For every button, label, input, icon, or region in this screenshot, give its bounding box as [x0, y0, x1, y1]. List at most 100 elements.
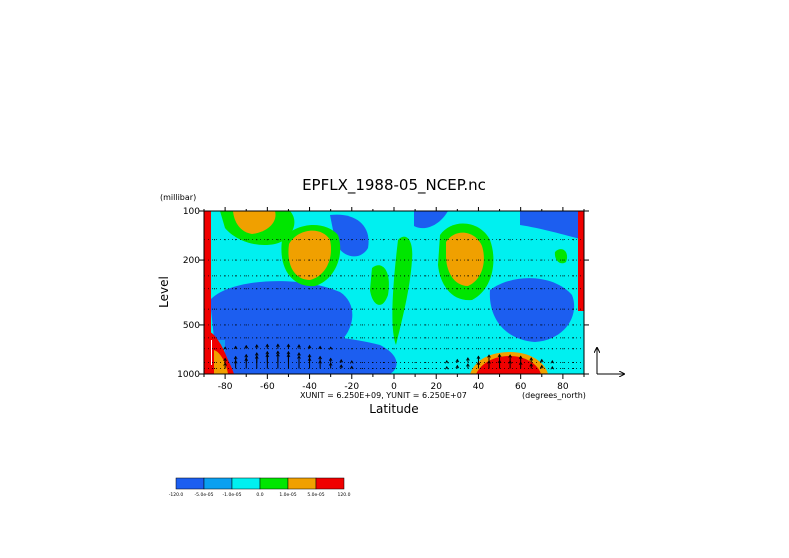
flux-vector-dot	[520, 259, 522, 261]
x-axis-label: Latitude	[369, 402, 418, 416]
y-tick-label: 100	[183, 207, 200, 217]
flux-vector-dot	[456, 337, 458, 339]
flux-vector-dot	[319, 308, 321, 310]
colorbar-swatch	[315, 477, 345, 490]
x-tick-label: 80	[557, 382, 569, 392]
flux-vector-dot	[520, 288, 522, 290]
flux-vector-dot	[551, 324, 553, 326]
flux-vector-dot	[245, 239, 247, 241]
flux-vector-dot	[551, 239, 553, 241]
flux-vector-dot	[414, 324, 416, 326]
flux-vector-dot	[562, 348, 564, 350]
flux-vector-dot	[530, 337, 532, 339]
flux-vector-dot	[572, 367, 574, 369]
flux-vector-dot	[235, 288, 237, 290]
flux-vector-dot	[562, 239, 564, 241]
flux-vector-dot	[467, 288, 469, 290]
flux-vector-dot	[372, 361, 374, 363]
flux-vector-dot	[340, 308, 342, 310]
flux-vector-head	[455, 364, 460, 369]
flux-vector-dot	[372, 275, 374, 277]
x-tick-label: -20	[344, 382, 359, 392]
x-tick-label: 0	[391, 382, 397, 392]
flux-vector-head	[455, 358, 460, 363]
flux-vector-dot	[266, 308, 268, 310]
flux-vector-dot	[330, 288, 332, 290]
flux-vector-dot	[287, 288, 289, 290]
y-tick-label: 1000	[177, 370, 200, 380]
flux-vector-head	[276, 353, 280, 357]
flux-vector-dot	[382, 239, 384, 241]
flux-vector-dot	[562, 288, 564, 290]
flux-vector-dot	[372, 239, 374, 241]
flux-vector-dot	[382, 348, 384, 350]
flux-vector-dot	[404, 324, 406, 326]
flux-vector-dot	[298, 239, 300, 241]
flux-vector-dot	[351, 348, 353, 350]
flux-vector-head	[265, 350, 270, 355]
flux-vector-head	[508, 360, 512, 364]
flux-vector-dot	[393, 308, 395, 310]
flux-vector-dot	[224, 275, 226, 277]
flux-vector-dot	[393, 337, 395, 339]
flux-vector-dot	[224, 259, 226, 261]
flux-vector-dot	[393, 239, 395, 241]
flux-vector-dot	[541, 288, 543, 290]
flux-vector-dot	[235, 324, 237, 326]
flux-vector-dot	[319, 275, 321, 277]
flux-vector-dot	[572, 361, 574, 363]
flux-vector-dot	[530, 239, 532, 241]
flux-vector-dot	[256, 324, 258, 326]
flux-vector-dot	[393, 324, 395, 326]
flux-vector-dot	[446, 348, 448, 350]
flux-vector-dot	[530, 259, 532, 261]
flux-vector-head	[550, 360, 555, 364]
flux-vector-dot	[256, 288, 258, 290]
colorbar-swatch	[231, 477, 261, 490]
flux-vector-dot	[224, 308, 226, 310]
flux-vector-dot	[404, 367, 406, 369]
flux-vectors	[214, 210, 574, 370]
flux-vector-dot	[372, 324, 374, 326]
y-axis-ticks: 100 200 500 1000	[177, 207, 589, 380]
flux-vector-dot	[382, 288, 384, 290]
flux-vector-dot	[446, 308, 448, 310]
flux-vector-dot	[488, 259, 490, 261]
flux-vector-dot	[404, 308, 406, 310]
flux-vector-dot	[309, 259, 311, 261]
flux-vector-dot	[435, 324, 437, 326]
flux-vector-dot	[404, 337, 406, 339]
flux-vector-head	[254, 352, 259, 356]
flux-vector-dot	[551, 337, 553, 339]
flux-vector-dot	[277, 239, 279, 241]
flux-vector-head	[518, 355, 523, 359]
flux-vector-dot	[509, 275, 511, 277]
flux-vector-dot	[530, 288, 532, 290]
flux-vector-dot	[456, 308, 458, 310]
colorbar-label: 120.0	[338, 492, 351, 498]
flux-vector-head	[265, 343, 270, 348]
flux-vector-head	[307, 357, 312, 361]
flux-vector-dot	[435, 337, 437, 339]
flux-vector-dot	[425, 324, 427, 326]
flux-vector-dot	[266, 275, 268, 277]
flux-vector-dot	[435, 275, 437, 277]
flux-vector-head	[223, 346, 227, 350]
flux-vector-head	[466, 357, 470, 361]
x-tick-label: -60	[260, 382, 275, 392]
flux-vector-dot	[319, 259, 321, 261]
flux-vector-dot	[541, 239, 543, 241]
flux-vector-dot	[393, 361, 395, 363]
flux-vector-dot	[287, 308, 289, 310]
flux-vector-dot	[287, 337, 289, 339]
flux-vector-head	[223, 357, 227, 362]
flux-vector-dot	[467, 275, 469, 277]
flux-vector-dot	[414, 348, 416, 350]
colorbar-label: 5.0e-05	[307, 492, 324, 498]
flux-vector-dot	[319, 337, 321, 339]
flux-vector-dot	[456, 239, 458, 241]
flux-vector-dot	[361, 337, 363, 339]
flux-vector-head	[487, 354, 491, 358]
flux-vector-dot	[361, 324, 363, 326]
contour-red-south-edge	[204, 211, 211, 374]
